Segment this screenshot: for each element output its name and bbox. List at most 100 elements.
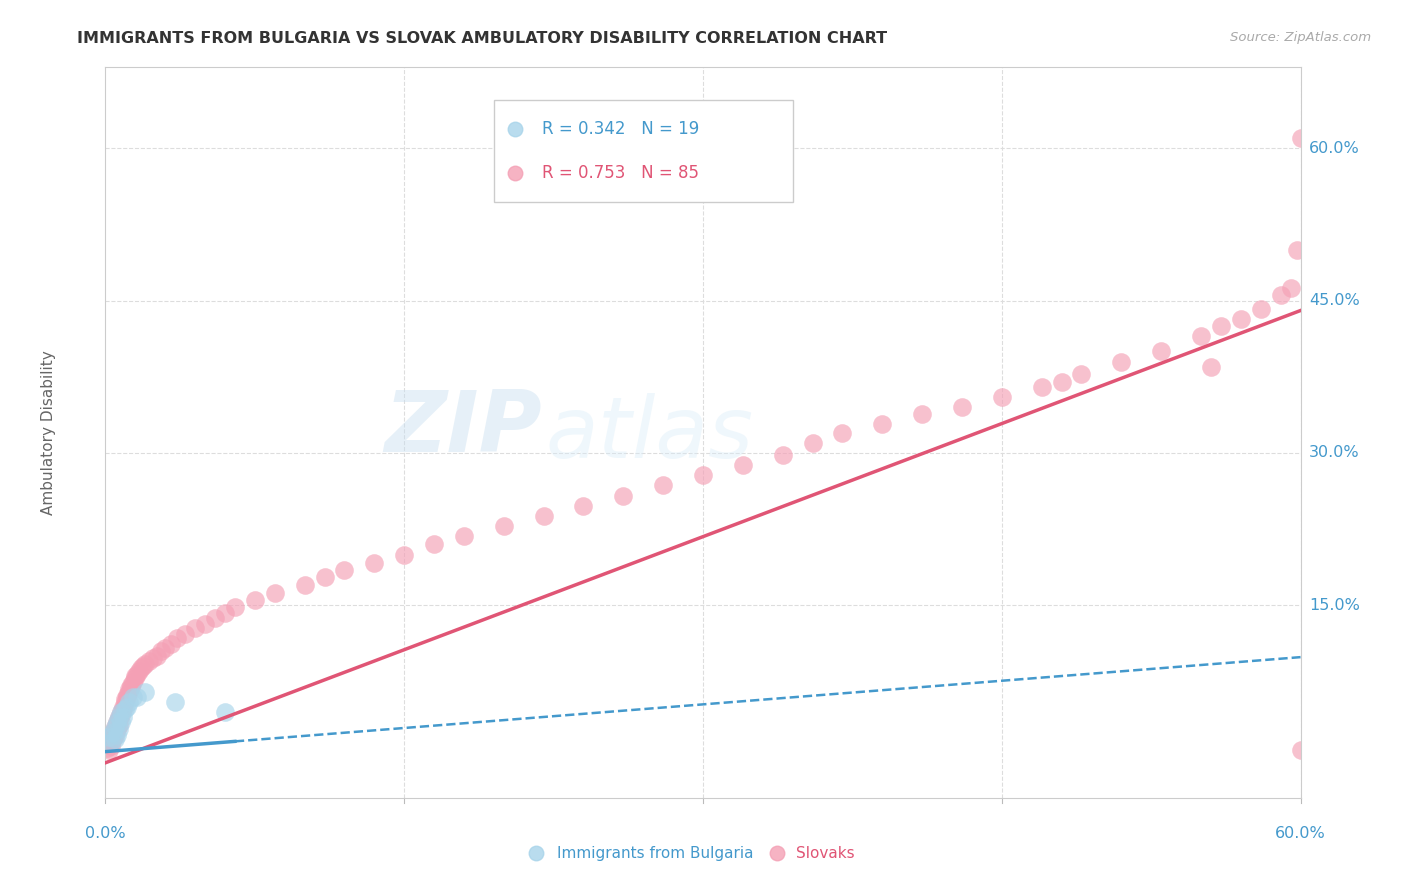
Point xyxy=(801,435,824,450)
Point xyxy=(160,637,183,651)
Point xyxy=(98,742,121,756)
Point xyxy=(110,705,132,719)
Point xyxy=(124,669,146,683)
Point xyxy=(1289,742,1312,756)
Point xyxy=(104,728,127,742)
Point xyxy=(572,499,595,513)
Point xyxy=(911,407,934,422)
Point xyxy=(314,570,336,584)
Point xyxy=(117,688,139,702)
Point xyxy=(128,665,150,679)
Point xyxy=(138,654,160,668)
Point xyxy=(134,684,156,698)
Point xyxy=(98,731,121,745)
Text: R = 0.342   N = 19: R = 0.342 N = 19 xyxy=(541,120,699,138)
Point xyxy=(108,712,131,726)
Point xyxy=(129,661,153,675)
Point xyxy=(423,537,446,551)
Point xyxy=(831,425,853,440)
Point xyxy=(333,563,356,577)
Point xyxy=(104,720,127,734)
Point xyxy=(127,667,149,681)
Point xyxy=(107,723,129,737)
Point xyxy=(950,401,973,415)
Point xyxy=(1289,131,1312,145)
Point xyxy=(214,705,236,719)
Point xyxy=(142,651,165,665)
Text: 60.0%: 60.0% xyxy=(1309,141,1360,156)
Point xyxy=(731,458,754,472)
Text: Immigrants from Bulgaria: Immigrants from Bulgaria xyxy=(557,846,754,861)
Point xyxy=(1213,827,1236,841)
Point xyxy=(108,710,131,724)
Point xyxy=(174,627,197,641)
Point xyxy=(1199,359,1222,374)
Point xyxy=(110,708,132,723)
Point xyxy=(98,735,121,749)
FancyBboxPatch shape xyxy=(494,100,793,202)
Point xyxy=(214,607,236,621)
Point xyxy=(1050,375,1073,389)
Point xyxy=(811,827,834,841)
Point xyxy=(118,695,141,709)
Point xyxy=(1250,301,1272,316)
Text: Slovaks: Slovaks xyxy=(796,846,855,861)
Point xyxy=(104,720,127,734)
Point xyxy=(104,732,127,747)
Point xyxy=(124,672,146,686)
Point xyxy=(114,691,136,706)
Point xyxy=(100,739,122,753)
Text: IMMIGRANTS FROM BULGARIA VS SLOVAK AMBULATORY DISABILITY CORRELATION CHART: IMMIGRANTS FROM BULGARIA VS SLOVAK AMBUL… xyxy=(77,31,887,46)
Point xyxy=(100,731,122,745)
Point xyxy=(127,690,149,704)
Point xyxy=(263,586,285,600)
Point xyxy=(134,657,156,672)
Point xyxy=(392,548,416,562)
Text: R = 0.753   N = 85: R = 0.753 N = 85 xyxy=(541,164,699,182)
Point xyxy=(112,702,135,716)
Point xyxy=(204,610,226,624)
Point xyxy=(612,489,634,503)
Point xyxy=(96,740,118,755)
Point xyxy=(1150,344,1173,359)
Point xyxy=(118,681,141,696)
Point xyxy=(112,710,135,724)
Point xyxy=(692,468,714,483)
Point xyxy=(100,735,122,749)
Point xyxy=(1189,329,1212,343)
Point xyxy=(150,644,173,658)
Point xyxy=(1279,281,1302,295)
Point xyxy=(122,690,145,704)
Point xyxy=(107,715,129,730)
Point xyxy=(120,677,142,691)
Point xyxy=(872,417,894,432)
Point xyxy=(1285,243,1308,257)
Point xyxy=(224,600,246,615)
Point xyxy=(243,593,266,607)
Point xyxy=(107,715,129,730)
Point xyxy=(110,705,132,719)
Point xyxy=(122,674,145,689)
Point xyxy=(120,680,142,694)
Point xyxy=(194,616,217,631)
Point xyxy=(294,578,316,592)
Point xyxy=(103,732,125,747)
Point xyxy=(165,695,187,709)
Point xyxy=(108,710,131,724)
Text: 30.0%: 30.0% xyxy=(1309,445,1360,460)
Point xyxy=(132,659,155,673)
Point xyxy=(1031,380,1053,394)
Point xyxy=(114,695,136,709)
Point xyxy=(1209,318,1232,333)
Point xyxy=(1111,354,1133,368)
Point xyxy=(114,702,136,716)
Text: 45.0%: 45.0% xyxy=(1309,293,1360,308)
Point xyxy=(492,519,515,533)
Point xyxy=(363,556,385,570)
Point xyxy=(103,725,125,739)
Point xyxy=(110,715,132,730)
Point xyxy=(118,684,141,698)
Text: atlas: atlas xyxy=(546,392,754,475)
Point xyxy=(108,723,131,737)
Text: 15.0%: 15.0% xyxy=(1309,598,1360,613)
